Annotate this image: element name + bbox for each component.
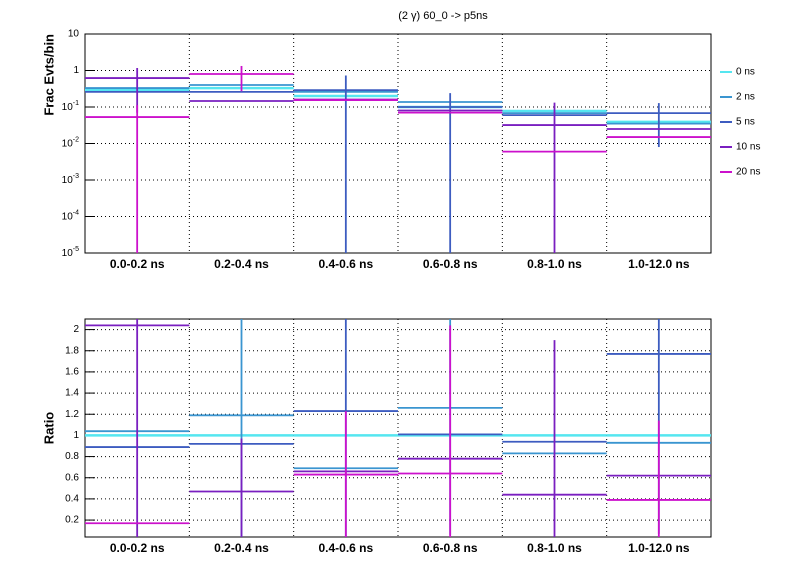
y-tick-label: 0.8 (65, 451, 79, 462)
x-tick-label: 1.0-12.0 ns (628, 541, 690, 555)
legend-label: 0 ns (736, 67, 755, 78)
tick-base: 10 (62, 248, 74, 259)
x-tick-label: 0.6-0.8 ns (423, 257, 478, 271)
legend-label: 2 ns (736, 92, 755, 103)
chart-title: (2 γ) 60_0 -> p5ns (398, 10, 488, 22)
tick-exponent: -2 (73, 136, 79, 143)
y-tick-label: 0.4 (65, 494, 79, 505)
y-tick-label: 10-2 (62, 136, 79, 149)
tick-base: 10 (62, 175, 74, 186)
tick-exponent: -1 (73, 100, 79, 107)
x-tick-label: 0.0-0.2 ns (110, 541, 165, 555)
y-tick-label: 0.6 (65, 472, 79, 483)
y-tick-label: 2 (73, 324, 79, 335)
y-tick-label: 10-4 (62, 209, 79, 222)
y-tick-label: 1.4 (65, 388, 79, 399)
legend-label: 20 ns (736, 167, 760, 178)
x-tick-label: 1.0-12.0 ns (628, 257, 690, 271)
y-axis-label: Ratio (41, 412, 56, 445)
legend-label: 10 ns (736, 142, 760, 153)
y-axis-label: Frac Evts/bin (41, 34, 56, 116)
y-tick-label: 1.2 (65, 409, 79, 420)
x-tick-label: 0.4-0.6 ns (318, 541, 373, 555)
x-tick-label: 0.8-1.0 ns (527, 541, 582, 555)
tick-exponent: -4 (73, 209, 79, 216)
tick-exponent: -5 (73, 246, 79, 253)
tick-base: 10 (62, 138, 74, 149)
y-tick-label: 1 (73, 65, 79, 76)
x-tick-label: 0.8-1.0 ns (527, 257, 582, 271)
y-tick-label: 10-1 (62, 100, 79, 113)
x-tick-label: 0.0-0.2 ns (110, 257, 165, 271)
tick-exponent: -3 (73, 173, 79, 180)
y-tick-label: 1 (73, 430, 79, 441)
y-tick-label: 10-5 (62, 246, 79, 259)
y-tick-label: 1.8 (65, 345, 79, 356)
x-tick-label: 0.6-0.8 ns (423, 541, 478, 555)
x-tick-label: 0.4-0.6 ns (318, 257, 373, 271)
y-tick-label: 10 (68, 29, 80, 40)
y-tick-label: 0.2 (65, 515, 79, 526)
y-tick-label: 10-3 (62, 173, 79, 186)
tick-base: 10 (62, 102, 74, 113)
tick-base: 10 (62, 211, 74, 222)
y-tick-label: 1.6 (65, 367, 79, 378)
legend-label: 5 ns (736, 117, 755, 128)
x-tick-label: 0.2-0.4 ns (214, 541, 269, 555)
x-tick-label: 0.2-0.4 ns (214, 257, 269, 271)
